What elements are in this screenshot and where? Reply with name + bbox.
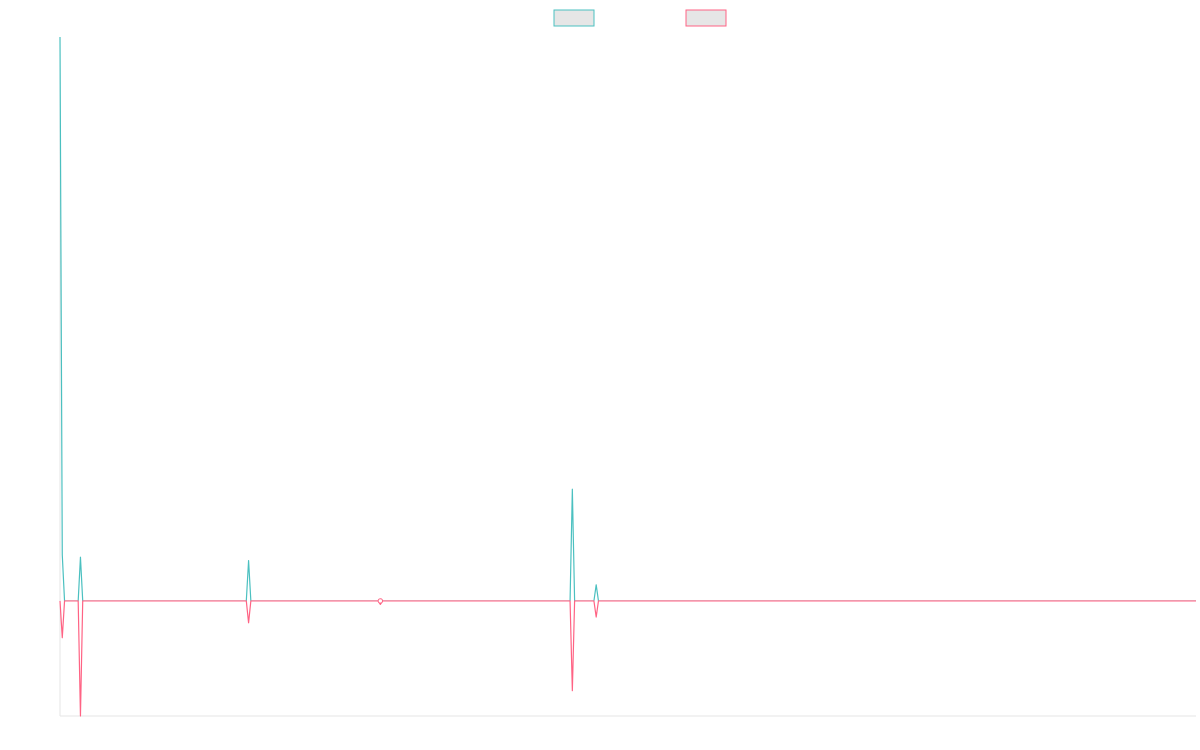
legend-item-1[interactable] [553,9,595,27]
series-layer [59,36,1196,717]
series-line-1 [59,36,1196,602]
legend [553,9,727,27]
legend-swatch[interactable] [685,9,727,27]
legend-swatch[interactable] [553,9,595,27]
series-line-2 [59,600,1196,717]
legend-item-2[interactable] [685,9,727,27]
data-point-marker [377,598,384,604]
chart-axes [59,37,1196,717]
